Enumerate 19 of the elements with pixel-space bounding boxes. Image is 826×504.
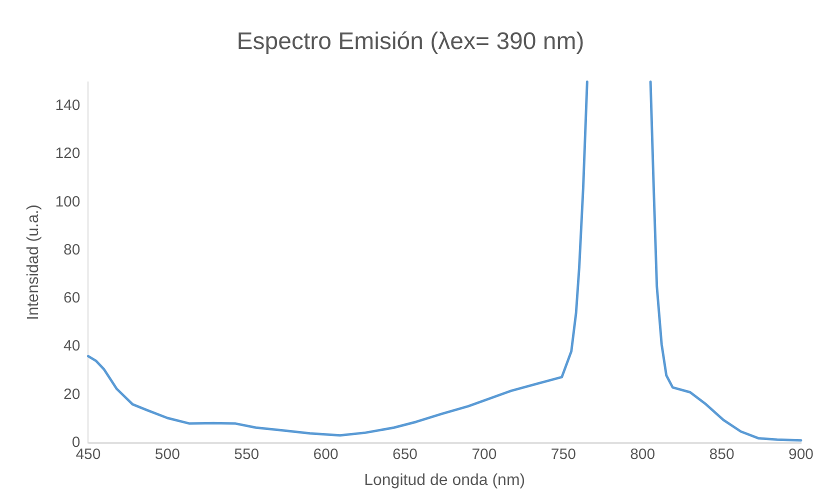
y-tick-label: 20	[64, 386, 80, 403]
x-tick-label: 850	[709, 446, 734, 463]
y-tick-label: 80	[64, 241, 80, 258]
x-tick-label: 800	[630, 446, 656, 463]
x-tick-label: 550	[234, 446, 260, 463]
y-axis-title: Intensidad (u.a.)	[25, 204, 42, 320]
chart-title: Espectro Emisión (λex= 390 nm)	[236, 28, 584, 56]
x-tick-label: 900	[788, 446, 814, 463]
x-tick-label: 700	[472, 446, 497, 463]
y-tick-label: 120	[55, 145, 80, 162]
x-tick-label: 600	[313, 446, 338, 463]
y-tick-label: 100	[55, 193, 80, 210]
y-tick-label: 60	[64, 290, 80, 307]
y-tick-label: 40	[64, 338, 80, 355]
x-tick-label: 500	[154, 446, 180, 463]
x-tick-label: 650	[392, 446, 418, 463]
x-tick-label: 750	[550, 446, 576, 463]
y-tick-label: 140	[55, 97, 80, 114]
x-axis-title: Longitud de onda (nm)	[364, 472, 526, 489]
